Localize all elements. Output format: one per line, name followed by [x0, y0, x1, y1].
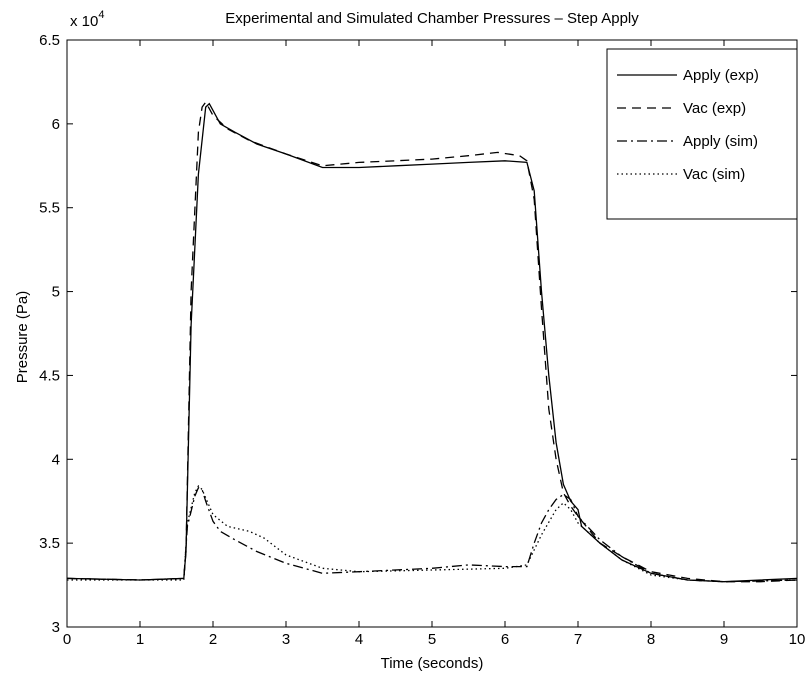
x-tick-label: 0: [63, 631, 71, 648]
series-line-apply-sim: [66, 486, 798, 583]
tick-layer: 0 1 2 3 4 5 6 7 8 9 10 3 3.5 4 4.5 5 5.5 6 6.5: [39, 32, 805, 648]
x-tick-label: 2: [209, 631, 217, 648]
y-tick-label: 3.5: [39, 535, 60, 552]
x-tick-label: 1: [136, 631, 144, 648]
legend: Apply (exp) Vac (exp) Apply (sim) Vac (sim): [606, 48, 798, 220]
y-exponent-power: 4: [98, 9, 104, 21]
series-line-apply-exp: [66, 102, 798, 583]
legend-label: Vac (sim): [683, 166, 745, 183]
series-layer: [66, 100, 798, 583]
y-axis-label: Pressure (Pa): [14, 291, 31, 384]
x-tick-label: 5: [428, 631, 436, 648]
legend-label: Vac (exp): [683, 100, 746, 117]
x-tick-label: 9: [720, 631, 728, 648]
legend-label: Apply (exp): [683, 67, 759, 84]
y-exponent-base: x 10: [70, 13, 98, 30]
y-tick-label: 6.5: [39, 32, 60, 49]
x-tick-label: 10: [789, 631, 806, 648]
x-axis-label: Time (seconds): [381, 655, 484, 672]
y-tick-label: 5.5: [39, 200, 60, 217]
x-tick-label: 8: [647, 631, 655, 648]
y-tick-label: 6: [52, 116, 60, 133]
x-tick-label: 7: [574, 631, 582, 648]
legend-label: Apply (sim): [683, 133, 758, 150]
y-tick-label: 4.5: [39, 367, 60, 384]
y-tick-label: 5: [52, 284, 60, 301]
x-tick-label: 4: [355, 631, 363, 648]
x-tick-label: 3: [282, 631, 290, 648]
x-tick-label: 6: [501, 631, 509, 648]
series-line-vac-sim: [67, 485, 798, 583]
y-tick-label: 3: [52, 619, 60, 636]
chart-title: Experimental and Simulated Chamber Press…: [225, 10, 639, 27]
y-exponent-label: x 104: [70, 9, 104, 30]
series-line-vac-exp: [66, 100, 798, 583]
y-tick-label: 4: [52, 451, 60, 468]
legend-box: [606, 48, 798, 220]
